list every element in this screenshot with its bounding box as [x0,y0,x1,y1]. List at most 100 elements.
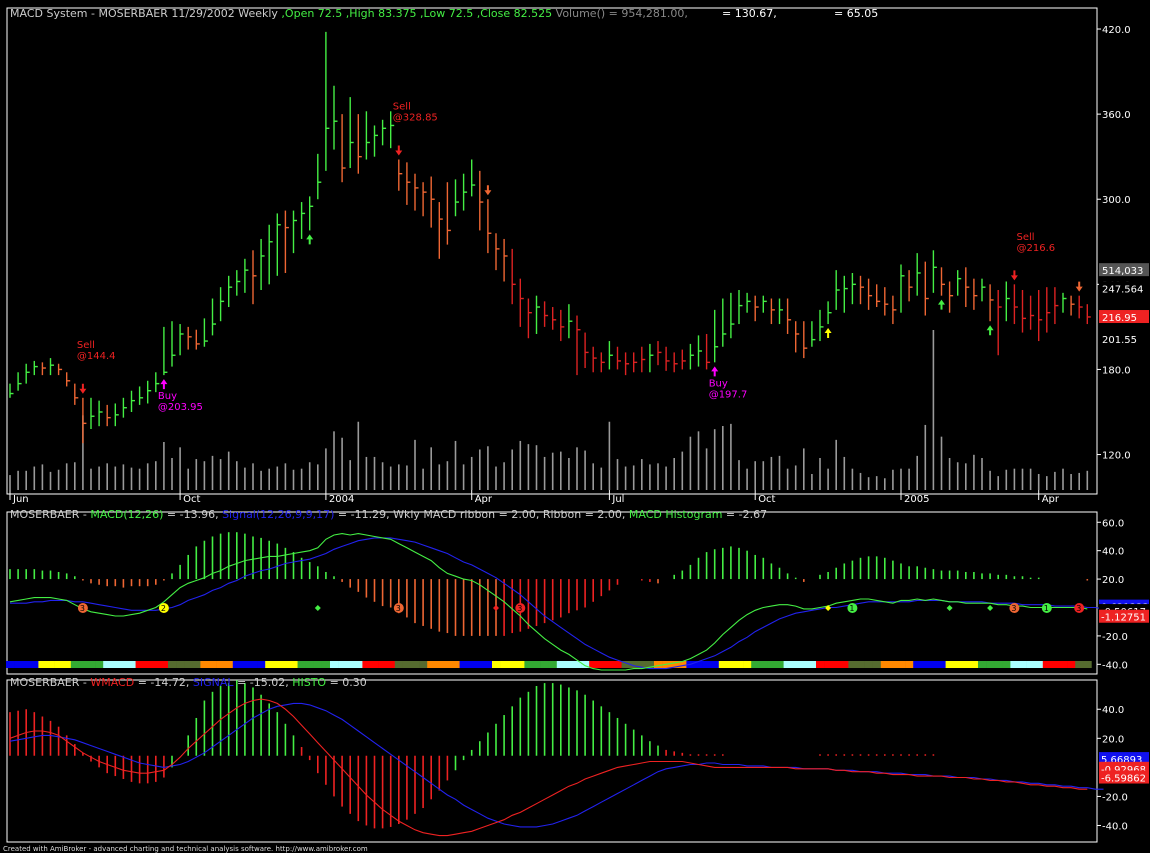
ohlc-bar [195,329,200,350]
ribbon-segment [994,661,1003,668]
ohlc-bar [495,233,500,271]
ribbon-segment [176,661,185,668]
signal-marker: 3 [77,603,88,613]
ribbon-segment [87,661,96,668]
price-panel[interactable]: Sell@144.4Buy@203.95Sell@328.85Buy@197.7… [6,7,1149,505]
ohlc-bar [867,278,873,310]
histogram-value: = -2.67 [722,508,767,521]
marker-circle [847,603,858,613]
ohlc-bar [608,341,613,370]
value-badge-text: -1.12751 [1101,613,1146,624]
macd-panel-header: MOSERBAER - MACD(12,26) = -13.96, Signal… [10,508,767,521]
ribbon-segment [451,661,460,668]
header-title: MACD System - MOSERBAER 11/29/2002 Weekl… [10,7,278,20]
ribbon-segment [1050,661,1060,668]
wmacd-label: WMACD [90,676,134,689]
ohlc-bar [49,358,54,376]
ohlc-bar [819,309,824,342]
ohlc-bar [560,309,565,342]
ribbon-segment [95,661,104,668]
ohlc-bar [1005,281,1010,322]
ohlc-bar [965,267,970,308]
ohlc-bar [641,346,646,373]
macd-markers: 3 2 3 3 1 3 1 3 [77,603,1085,613]
ohlc-bar [973,278,978,310]
y-tick-label: 40.0 [1102,705,1124,716]
ohlc-bar [633,352,638,373]
ohlc-bar [892,295,897,325]
ribbon-segment [1042,661,1052,668]
ribbon-segment [1075,661,1084,668]
ohlc-bar [292,210,297,254]
ohlc-bar [770,298,775,325]
ribbon-segment [816,661,825,668]
ohlc-bar [657,341,662,366]
ribbon-segment [645,661,655,668]
ribbon-segment [564,661,574,668]
ohlc-bar [981,278,986,302]
ribbon-segment [832,661,841,668]
value-badge-text: 247.564 [1102,285,1143,296]
buy-arrow [986,325,994,336]
ohlc-bar [884,287,889,316]
ohlc-bar [317,153,322,200]
ribbon-segment [184,661,193,668]
ribbon-segment [678,661,687,668]
ribbon-segment [589,661,598,668]
ribbon-segment [265,661,274,668]
ribbon-segment [872,661,882,668]
y-tick-label: 180.0 [1102,365,1131,376]
annotation-line1: Sell [1017,232,1035,243]
ribbon-segment [905,661,914,668]
ribbon-segment [289,661,298,668]
signal-marker: 2 [158,603,169,613]
wmacd-prefix: MOSERBAER - [10,676,90,689]
ribbon-segment [791,661,801,668]
wmacd-histogram [9,680,935,829]
ribbon-segment [694,661,703,668]
ribbon-segment [427,661,436,668]
ohlc-bar [948,281,954,313]
ohlc-bar [754,295,759,322]
value-badge: 216.95 [1099,310,1149,324]
ribbon-segment [1034,661,1044,668]
ohlc-bar [17,372,22,391]
ribbon-segment [613,661,622,668]
wmacd-panel[interactable]: -40.0 -20.0 20.0 40.0 5.66893-0.92968-6.5986… [6,676,1149,843]
ohlc-bar [738,290,743,325]
histogram-label: MACD Histogram [629,508,723,521]
ribbon-segment [346,661,355,668]
ohlc-bar [705,333,711,370]
diamond-marker [314,605,321,611]
wmacd-panel-header: MOSERBAER - WMACD = -14.72, SIGNAL = -15… [10,676,367,689]
ribbon-segment [556,661,566,668]
marker-circle [1041,603,1052,613]
ohlc-bar [900,264,905,313]
signal-line [10,537,1104,670]
w-signal-value: = -15.02, [234,676,293,689]
ohlc-bar [487,199,492,254]
ribbon-segment [143,661,153,668]
ribbon-segment [702,661,711,668]
ribbon-segment [30,661,39,668]
ohlc-bar [74,383,79,405]
ohlc-bar [9,383,14,398]
ohlc-bar [835,270,840,310]
ribbon-segment [419,661,428,668]
ohlc-bar [219,287,225,322]
ohlc-bar [616,346,621,370]
ohlc-bar [649,343,654,373]
ohlc-bar [122,397,127,418]
ribbon-segment [459,661,468,668]
ribbon-segment [508,661,517,668]
x-tick-label: Oct [758,494,775,505]
ribbon-segment [467,661,477,668]
diamond-marker [493,605,499,611]
ohlc-bar [130,390,135,412]
histo-label: HISTO [292,676,326,689]
ohlc-bar [519,278,524,327]
macd-panel-frame [6,511,1098,675]
ohlc-bar [236,270,241,296]
ohlc-bar [665,346,670,371]
